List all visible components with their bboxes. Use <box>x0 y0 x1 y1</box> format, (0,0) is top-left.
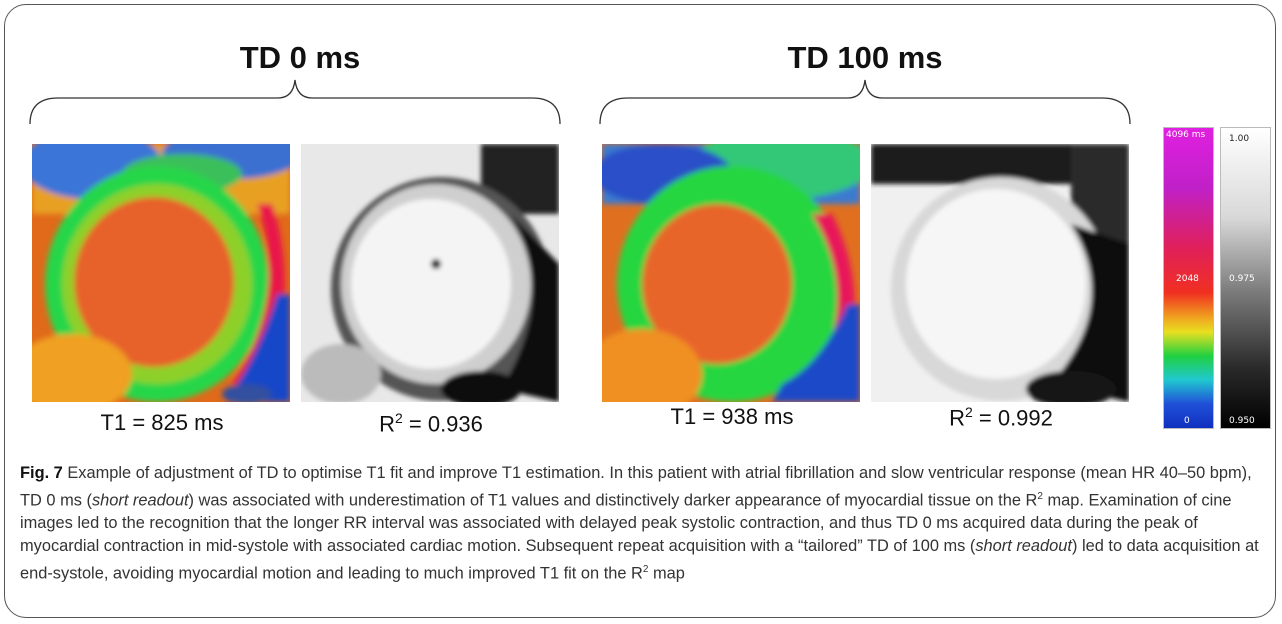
figure-caption: Fig. 7 Example of adjustment of TD to op… <box>20 464 1259 583</box>
brace-td0 <box>29 79 561 125</box>
r2-map-td100 <box>871 144 1129 402</box>
t1-color-scale: 4096 ms 2048 0 <box>1163 127 1214 429</box>
r2-label-td100: R2 = 0.992 <box>949 404 1053 431</box>
group-title-td0: TD 0 ms <box>239 40 361 75</box>
t1-map-td100 <box>602 144 860 402</box>
t1-map-td0 <box>32 144 290 402</box>
t1-scale-mid: 2048 <box>1176 274 1199 284</box>
figure-frame <box>4 4 1276 618</box>
t1-label-td0: T1 = 825 ms <box>100 410 224 435</box>
group-title-td100: TD 100 ms <box>787 40 943 75</box>
t1-scale-max: 4096 ms <box>1166 130 1206 140</box>
caption-label: Fig. 7 <box>20 464 63 482</box>
r2-scale-mid: 0.975 <box>1229 274 1255 284</box>
brace-td100 <box>599 79 1131 125</box>
t1-label-td100: T1 = 938 ms <box>670 404 794 429</box>
t1-scale-min: 0 <box>1184 416 1190 426</box>
r2-scale-max: 1.00 <box>1229 134 1250 144</box>
r2-map-td0 <box>301 144 559 402</box>
r2-label-td0: R2 = 0.936 <box>379 410 483 437</box>
r2-grey-scale: 1.00 0.975 0.950 <box>1220 127 1271 429</box>
r2-scale-min: 0.950 <box>1229 416 1255 426</box>
